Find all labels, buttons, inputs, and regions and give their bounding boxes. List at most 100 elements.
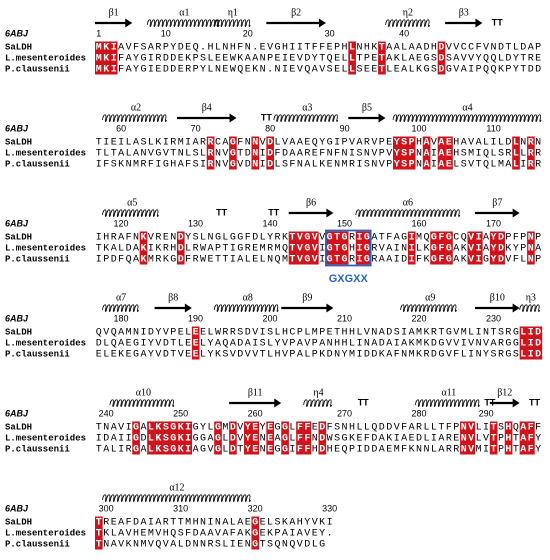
identity-cell bbox=[355, 231, 364, 265]
sequence-name: SaLDH bbox=[5, 327, 32, 337]
residue-number: 320 bbox=[248, 503, 263, 513]
strand-label: β8 bbox=[168, 292, 178, 303]
helix-coil bbox=[414, 399, 480, 407]
residue-number: 210 bbox=[337, 313, 352, 323]
strand-label: β10 bbox=[490, 292, 505, 303]
sequence-name: P.claussenii bbox=[5, 64, 70, 74]
helix-label: α7 bbox=[116, 292, 126, 303]
helix-coil bbox=[519, 304, 541, 312]
residue-number: 200 bbox=[263, 313, 278, 323]
residue-number: 130 bbox=[188, 218, 203, 228]
residue-number: 60 bbox=[116, 123, 126, 133]
identity-cell bbox=[109, 41, 118, 75]
strand-arrow-head bbox=[326, 208, 334, 218]
sequence: TNAVIGALKSGKIGYLGMDVYEYEGGLFFEDFSNHLLQDD… bbox=[96, 423, 541, 434]
identity-cell bbox=[296, 421, 304, 455]
identity-cell bbox=[467, 231, 476, 265]
sequence-name: P.claussenii bbox=[5, 159, 70, 169]
sequence-name: L.mesenteroides bbox=[5, 433, 86, 443]
identity-cell bbox=[325, 231, 334, 265]
residue-number: 150 bbox=[337, 218, 352, 228]
identity-cell bbox=[251, 421, 260, 455]
identity-cell bbox=[430, 231, 438, 265]
identity-cell bbox=[437, 136, 446, 170]
structure-id: 6ABJ bbox=[5, 408, 29, 418]
residue-number: 180 bbox=[114, 313, 129, 323]
helix-coil bbox=[102, 209, 159, 217]
identity-cell bbox=[527, 421, 535, 455]
strand-label: β2 bbox=[291, 7, 301, 18]
helix-coil bbox=[213, 304, 279, 312]
helix-label: η3 bbox=[526, 292, 536, 303]
identity-cell bbox=[489, 421, 498, 455]
identity-cell bbox=[176, 421, 185, 455]
identity-cell bbox=[527, 231, 535, 265]
helix-label: α6 bbox=[403, 197, 413, 208]
identity-cell bbox=[162, 421, 170, 455]
turn-label: TT bbox=[492, 17, 503, 27]
residue-number: 120 bbox=[114, 218, 129, 228]
structure-id: 6ABJ bbox=[5, 123, 29, 133]
helix-coil bbox=[400, 304, 457, 312]
sequence: QVQAMNIDYVPELEELWRRSDVISLHCPLMPETHHLVNAD… bbox=[96, 328, 541, 339]
strand-label: β1 bbox=[109, 7, 119, 18]
sequence-name: P.claussenii bbox=[5, 539, 70, 549]
identity-cell bbox=[191, 326, 200, 360]
identity-cell bbox=[281, 421, 289, 455]
sequence: TALIRGALKSGKIAGVGLDTYENEGGIFFHDHEQPIDDAE… bbox=[96, 445, 541, 456]
helix-label: α8 bbox=[243, 292, 253, 303]
strand-arrow-head bbox=[512, 398, 520, 408]
identity-cell bbox=[296, 231, 304, 265]
residue-number: 140 bbox=[263, 218, 278, 228]
sequence: MKIFAYGIRDDEKPSLEEWKAANPEIEVDYTQELLTPETA… bbox=[96, 54, 541, 65]
identity-cell bbox=[95, 41, 103, 75]
identity-cell bbox=[393, 136, 401, 170]
strand-label: β4 bbox=[202, 102, 212, 113]
sequence: TREAFDAIARTTMHNINALAEGELSKAHYVKI bbox=[96, 518, 333, 529]
identity-cell bbox=[251, 516, 260, 550]
sequence: ELEKEGAYVDTVEELYKSVDVVTLHVPALPKDNYMIDDKA… bbox=[96, 350, 541, 361]
sequence: TLTALANVGVTNLSLRNVGTDNIDFDAAREFNFNISNVPV… bbox=[96, 149, 541, 160]
identity-cell bbox=[266, 136, 274, 170]
helix-label: α1 bbox=[179, 7, 189, 18]
identity-cell bbox=[512, 136, 520, 170]
identity-cell bbox=[214, 421, 222, 455]
helix-coil bbox=[385, 19, 430, 27]
helix-label: η1 bbox=[228, 7, 238, 18]
identity-cell bbox=[519, 326, 528, 360]
sequence-name: SaLDH bbox=[5, 422, 32, 432]
identity-cell bbox=[527, 326, 535, 360]
identity-cell bbox=[519, 421, 528, 455]
identity-cell bbox=[340, 231, 349, 265]
identity-cell bbox=[333, 231, 342, 265]
identity-cell bbox=[318, 421, 327, 455]
strand-arrow-head bbox=[274, 398, 282, 408]
identity-cell bbox=[229, 136, 237, 170]
sequence-name: L.mesenteroides bbox=[5, 338, 86, 348]
sequence: IDAIIGDLKSGKIGGAGLDVYENEAGLFFNDWSGKEFDAK… bbox=[96, 434, 541, 445]
helix-label: α5 bbox=[127, 197, 137, 208]
sequence-name: L.mesenteroides bbox=[5, 53, 86, 63]
helix-label: α10 bbox=[136, 387, 151, 398]
sequence-name: L.mesenteroides bbox=[5, 243, 86, 253]
motif-box bbox=[325, 229, 372, 267]
strand-arrow-head bbox=[184, 303, 192, 313]
sequence-name: P.claussenii bbox=[5, 349, 70, 359]
identity-cell bbox=[229, 421, 237, 455]
identity-cell bbox=[139, 231, 148, 265]
helix-label: α12 bbox=[169, 482, 184, 493]
residue-number: 40 bbox=[399, 28, 409, 38]
identity-cell bbox=[504, 421, 513, 455]
identity-cell bbox=[132, 421, 140, 455]
identity-cell bbox=[445, 136, 453, 170]
structure-id: 6ABJ bbox=[5, 28, 29, 38]
helix-coil bbox=[392, 114, 542, 122]
sequence-identity-overlay: IHRAFNKVRENDYSLNGLGGFDLYRKTVGVVGTGRIGATF… bbox=[96, 233, 541, 244]
sequence: DLQAEGIYVDTLEELYAQADAISLYVPAVPANHHLINADA… bbox=[96, 339, 541, 350]
identity-cell bbox=[378, 41, 386, 75]
identity-cell bbox=[489, 231, 498, 265]
residue-number: 110 bbox=[486, 123, 500, 133]
sequence-name: SaLDH bbox=[5, 517, 32, 527]
sequence-name: SaLDH bbox=[5, 232, 32, 242]
